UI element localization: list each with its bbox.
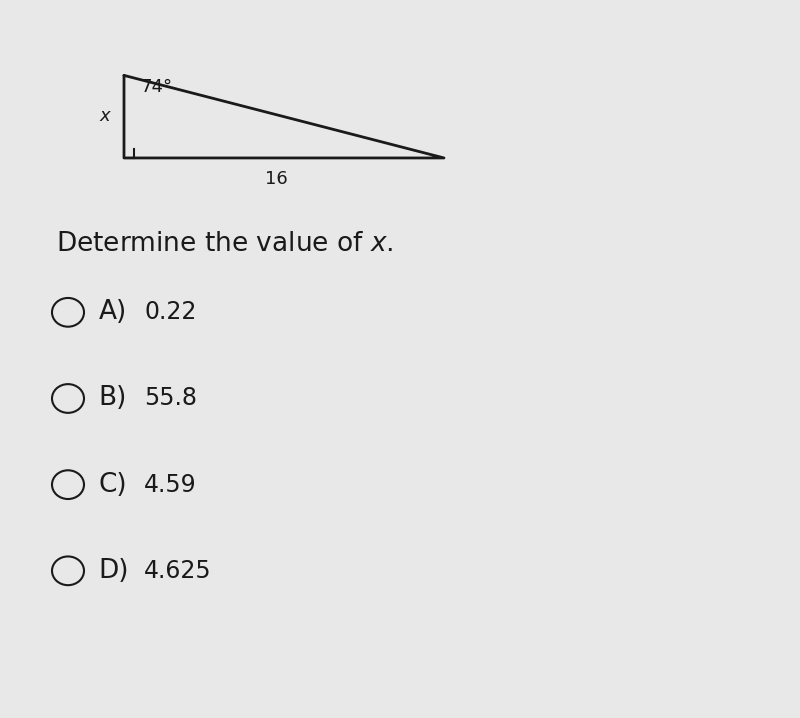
Text: A): A)	[98, 299, 126, 325]
Text: 4.625: 4.625	[144, 559, 212, 583]
Text: 55.8: 55.8	[144, 386, 197, 411]
Text: 0.22: 0.22	[144, 300, 196, 325]
Text: 74°: 74°	[140, 78, 172, 95]
Text: B): B)	[98, 386, 126, 411]
Text: D): D)	[98, 558, 129, 584]
Text: 16: 16	[265, 170, 287, 188]
Text: Determine the value of $x$.: Determine the value of $x$.	[56, 231, 394, 257]
Text: 4.59: 4.59	[144, 472, 197, 497]
Text: C): C)	[98, 472, 127, 498]
Text: x: x	[100, 107, 110, 126]
